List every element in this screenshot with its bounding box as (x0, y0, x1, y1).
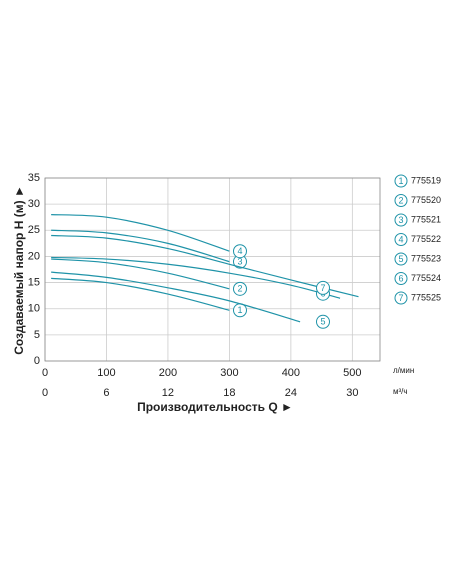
legend-number: 4 (398, 234, 403, 244)
x-tick-label: 100 (97, 367, 115, 379)
x-tick-label: 300 (220, 367, 238, 379)
legend-circle (394, 174, 408, 188)
legend-number: 6 (398, 273, 403, 283)
curve (51, 277, 230, 311)
curve-label: 4 (237, 246, 242, 256)
x-tick-label: 400 (282, 367, 300, 379)
curve-label: 3 (237, 257, 242, 267)
y-tick-label: 10 (28, 303, 40, 315)
x2-tick-label: 0 (42, 387, 48, 399)
y-tick-label: 0 (34, 355, 40, 367)
legend-circle (394, 194, 408, 207)
legend-label: 775522 (411, 234, 441, 244)
legend-label: 775521 (411, 214, 441, 224)
x2-unit: м³/ч (393, 387, 408, 396)
curve-label: 7 (320, 283, 325, 293)
curve-label-circle (233, 281, 247, 296)
legend-number: 3 (398, 215, 403, 225)
curve (51, 256, 341, 299)
y-tick-label: 25 (28, 224, 40, 236)
legend-circle (394, 272, 408, 285)
legend-label: 775524 (411, 273, 441, 283)
curve (51, 234, 359, 298)
y-tick-label: 30 (28, 198, 40, 210)
y-axis-label: Создаваемый напор H (м) ► (12, 185, 26, 355)
x-tick-label: 500 (343, 367, 361, 379)
x2-tick-label: 24 (285, 387, 297, 399)
x2-tick-label: 30 (346, 387, 358, 399)
legend-label: 775519 (411, 175, 441, 185)
legend-circle (394, 233, 408, 246)
legend-number: 1 (398, 176, 403, 186)
y-tick-label: 35 (28, 172, 40, 184)
x2-tick-label: 18 (223, 387, 235, 399)
x-axis-label: Производительность Q ► (137, 400, 293, 414)
x2-tick-label: 6 (103, 387, 109, 399)
legend-circle (394, 291, 408, 305)
curve-label: 1 (237, 305, 242, 315)
curve-label-circle (316, 280, 330, 295)
curve (51, 271, 301, 323)
legend-number: 7 (398, 293, 403, 303)
x-tick-label: 0 (42, 367, 48, 379)
legend-number: 5 (398, 254, 403, 264)
y-tick-label: 5 (34, 329, 40, 341)
y-tick-label: 15 (28, 276, 40, 288)
legend-label: 775520 (411, 195, 441, 205)
legend-label: 775523 (411, 253, 441, 263)
x-unit: л/мин (393, 366, 414, 375)
x-tick-label: 200 (159, 367, 177, 379)
curve (51, 229, 230, 263)
curve (51, 214, 230, 252)
legend-circle (394, 252, 408, 266)
curve-label: 2 (237, 284, 242, 294)
legend-number: 2 (398, 195, 403, 205)
curve-label-circle (233, 244, 247, 259)
plot-frame (44, 177, 381, 362)
legend-circle (394, 213, 408, 227)
y-tick-label: 20 (28, 250, 40, 262)
legend-label: 775525 (411, 292, 441, 302)
x2-tick-label: 12 (162, 387, 174, 399)
curve-label-circle (316, 314, 330, 329)
curve (51, 258, 230, 290)
curve-label: 5 (320, 317, 325, 327)
